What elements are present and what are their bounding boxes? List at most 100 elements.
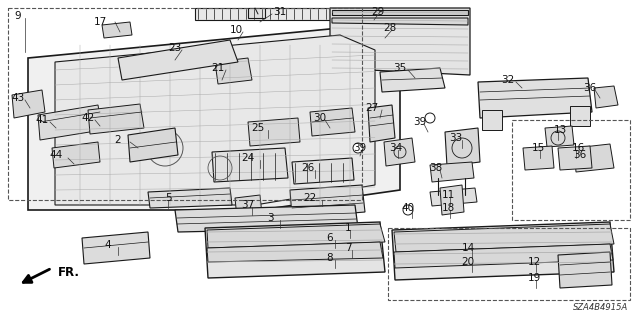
Bar — [388, 228, 630, 300]
Polygon shape — [384, 138, 415, 166]
Polygon shape — [332, 10, 468, 15]
Text: 3: 3 — [267, 213, 273, 223]
Text: 31: 31 — [273, 7, 287, 17]
Text: 39: 39 — [353, 143, 367, 153]
Text: 44: 44 — [49, 150, 63, 160]
Text: 38: 38 — [429, 163, 443, 173]
Text: 36: 36 — [573, 150, 587, 160]
Bar — [8, 8, 362, 200]
Polygon shape — [392, 222, 614, 280]
Text: 40: 40 — [401, 203, 415, 213]
Polygon shape — [558, 146, 592, 170]
Text: SZA4B4915A: SZA4B4915A — [573, 303, 628, 312]
Text: 19: 19 — [527, 273, 541, 283]
Text: 21: 21 — [211, 63, 225, 73]
Text: 36: 36 — [584, 83, 596, 93]
Polygon shape — [440, 185, 464, 215]
Polygon shape — [445, 128, 480, 166]
Circle shape — [425, 113, 435, 123]
Circle shape — [353, 143, 363, 153]
Polygon shape — [205, 222, 385, 278]
Polygon shape — [195, 8, 330, 20]
Polygon shape — [574, 144, 614, 172]
Polygon shape — [212, 148, 288, 182]
Polygon shape — [148, 188, 232, 208]
Text: 26: 26 — [301, 163, 315, 173]
Text: 43: 43 — [12, 93, 24, 103]
Polygon shape — [380, 68, 445, 92]
Text: 33: 33 — [449, 133, 463, 143]
Text: 22: 22 — [303, 193, 317, 203]
Polygon shape — [482, 110, 502, 130]
Polygon shape — [523, 146, 554, 170]
Polygon shape — [28, 28, 400, 210]
Text: 30: 30 — [314, 113, 326, 123]
Polygon shape — [175, 205, 358, 232]
Text: 32: 32 — [501, 75, 515, 85]
Polygon shape — [332, 18, 468, 25]
Text: 42: 42 — [81, 113, 95, 123]
Polygon shape — [545, 126, 574, 147]
Text: 20: 20 — [461, 257, 475, 267]
Polygon shape — [235, 195, 262, 218]
Polygon shape — [102, 22, 132, 38]
Text: 24: 24 — [241, 153, 255, 163]
Polygon shape — [55, 35, 375, 205]
Polygon shape — [394, 244, 613, 268]
Text: 25: 25 — [252, 123, 264, 133]
Polygon shape — [430, 188, 477, 206]
Text: 34: 34 — [389, 143, 403, 153]
Text: 28: 28 — [383, 23, 397, 33]
Polygon shape — [368, 105, 395, 142]
Polygon shape — [248, 118, 300, 146]
Polygon shape — [38, 105, 102, 140]
Polygon shape — [430, 162, 474, 182]
Polygon shape — [394, 224, 614, 252]
Polygon shape — [215, 58, 252, 84]
Text: 18: 18 — [442, 203, 454, 213]
Text: 16: 16 — [572, 143, 584, 153]
Text: 35: 35 — [394, 63, 406, 73]
Polygon shape — [570, 106, 590, 126]
Polygon shape — [128, 128, 178, 162]
Text: 5: 5 — [164, 193, 172, 203]
Text: 17: 17 — [93, 17, 107, 27]
Polygon shape — [594, 86, 618, 108]
Polygon shape — [310, 108, 355, 136]
Text: 7: 7 — [345, 243, 351, 253]
Text: 6: 6 — [326, 233, 333, 243]
Text: 39: 39 — [413, 117, 427, 127]
Polygon shape — [12, 90, 45, 118]
Polygon shape — [478, 78, 592, 118]
Polygon shape — [558, 252, 612, 288]
Polygon shape — [82, 232, 150, 264]
Text: FR.: FR. — [58, 266, 80, 278]
Text: 14: 14 — [461, 243, 475, 253]
Text: 11: 11 — [442, 190, 454, 200]
Text: 2: 2 — [115, 135, 122, 145]
Polygon shape — [290, 185, 365, 218]
Text: 29: 29 — [371, 7, 385, 17]
Polygon shape — [207, 224, 385, 248]
Text: 23: 23 — [168, 43, 182, 53]
Text: 12: 12 — [527, 257, 541, 267]
Polygon shape — [118, 40, 238, 80]
Bar — [512, 120, 630, 220]
Text: 4: 4 — [105, 240, 111, 250]
Polygon shape — [330, 8, 470, 75]
Text: 27: 27 — [365, 103, 379, 113]
Polygon shape — [207, 242, 383, 262]
Text: 37: 37 — [241, 200, 255, 210]
Text: 9: 9 — [15, 11, 21, 21]
Polygon shape — [88, 104, 144, 134]
Polygon shape — [248, 8, 265, 18]
Text: 1: 1 — [345, 223, 351, 233]
Circle shape — [403, 205, 413, 215]
Polygon shape — [52, 142, 100, 168]
Text: 10: 10 — [229, 25, 243, 35]
Polygon shape — [292, 158, 354, 184]
Text: 8: 8 — [326, 253, 333, 263]
Text: 13: 13 — [554, 125, 566, 135]
Text: 15: 15 — [531, 143, 545, 153]
Text: 41: 41 — [35, 115, 49, 125]
